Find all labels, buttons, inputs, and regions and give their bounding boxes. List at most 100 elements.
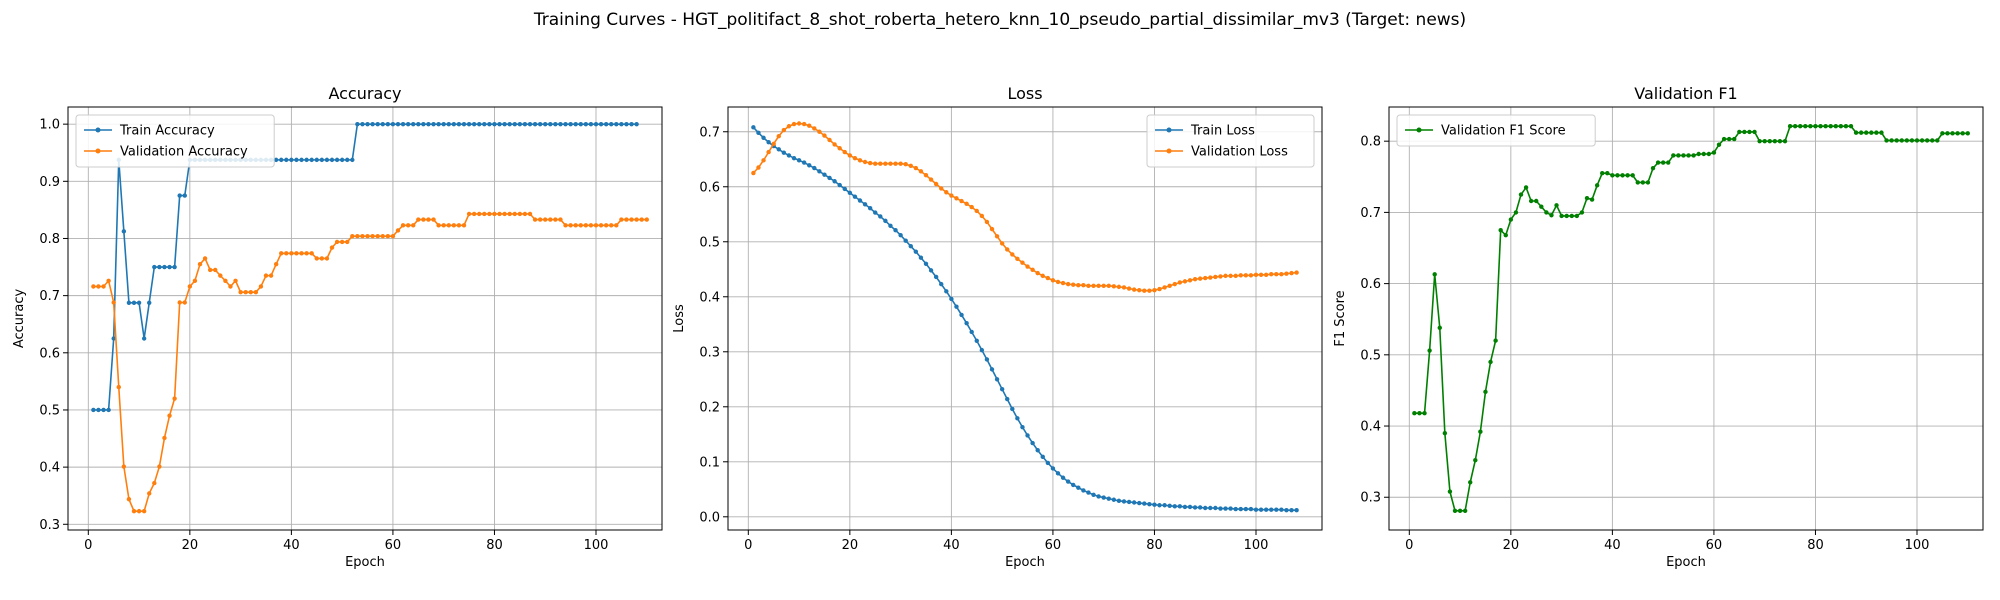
- data-point: [1203, 275, 1208, 281]
- data-point: [807, 123, 812, 128]
- data-point: [502, 121, 507, 127]
- data-point: [1955, 131, 1960, 136]
- data-point: [954, 304, 959, 309]
- data-point: [1040, 273, 1045, 279]
- legend-box: [75, 114, 275, 168]
- data-point: [477, 121, 482, 127]
- data-point: [152, 264, 157, 270]
- data-point: [273, 261, 279, 267]
- data-point: [553, 121, 558, 127]
- data-point: [1696, 151, 1701, 157]
- legend-box: [1146, 114, 1315, 168]
- data-point: [1111, 497, 1117, 502]
- data-point: [1060, 280, 1066, 286]
- data-point: [1116, 284, 1122, 290]
- data-point: [1762, 138, 1767, 144]
- data-point: [1060, 475, 1066, 480]
- data-point: [1050, 466, 1056, 471]
- data-point: [456, 223, 462, 228]
- data-point: [294, 251, 299, 256]
- data-point: [1263, 272, 1269, 277]
- data-point: [1447, 489, 1453, 494]
- data-point: [847, 190, 853, 196]
- data-point: [162, 264, 167, 270]
- data-point: [644, 217, 649, 222]
- data-point: [147, 491, 152, 496]
- data-point: [923, 173, 929, 178]
- data-point: [441, 223, 446, 228]
- data-point: [482, 211, 487, 217]
- data-point: [1228, 273, 1233, 279]
- series-line-1: [752, 126, 1297, 512]
- data-point: [532, 121, 538, 127]
- y-tick-label: 0.0: [699, 510, 720, 525]
- data-point: [192, 278, 198, 283]
- data-point: [339, 239, 345, 245]
- data-point: [857, 198, 863, 203]
- data-point: [289, 251, 294, 256]
- data-point: [167, 264, 172, 270]
- data-point: [405, 223, 411, 228]
- data-point: [1126, 286, 1132, 291]
- data-point: [522, 121, 528, 127]
- data-point: [365, 121, 370, 127]
- data-point: [578, 223, 583, 228]
- data-point: [989, 226, 995, 232]
- data-point: [598, 121, 604, 127]
- data-point: [1452, 508, 1458, 513]
- data-point: [923, 261, 929, 266]
- data-point: [395, 121, 401, 127]
- data-point: [979, 347, 985, 353]
- data-point: [1513, 210, 1519, 215]
- data-point: [1289, 270, 1294, 276]
- plot-frame: [1388, 106, 1984, 531]
- data-point: [329, 157, 335, 163]
- data-point: [537, 217, 543, 222]
- data-point: [1960, 131, 1965, 136]
- data-point: [944, 289, 949, 294]
- data-point: [751, 125, 756, 130]
- data-point: [111, 336, 116, 341]
- data-point: [1197, 505, 1203, 510]
- data-point: [1162, 503, 1167, 508]
- y-tick-label: 0.7: [39, 289, 60, 304]
- data-point: [959, 198, 964, 204]
- data-point: [131, 508, 137, 514]
- data-point: [1040, 454, 1045, 460]
- data-point: [1065, 479, 1071, 484]
- data-point: [1630, 173, 1635, 178]
- data-point: [624, 121, 629, 127]
- x-axis-label: Epoch: [1005, 555, 1045, 570]
- data-point: [451, 223, 457, 228]
- data-point: [1940, 131, 1945, 136]
- data-point: [253, 290, 259, 295]
- data-point: [141, 336, 147, 341]
- data-point: [1681, 153, 1686, 158]
- data-point: [411, 121, 416, 127]
- y-tick-label: 0.3: [699, 345, 720, 360]
- data-point: [329, 245, 335, 250]
- data-point: [1157, 286, 1162, 292]
- data-point: [1803, 124, 1808, 129]
- data-point: [1081, 283, 1086, 288]
- data-point: [1279, 272, 1284, 277]
- data-point: [400, 223, 406, 228]
- data-point: [543, 121, 548, 127]
- data-point: [1726, 136, 1732, 142]
- data-point: [248, 290, 253, 295]
- data-point: [781, 127, 787, 133]
- data-point: [548, 217, 553, 222]
- data-point: [177, 300, 182, 305]
- y-tick-label: 0.4: [39, 461, 60, 476]
- data-point: [497, 121, 502, 127]
- data-point: [1253, 507, 1259, 512]
- x-tick-label: 100: [1905, 538, 1930, 553]
- data-point: [1518, 192, 1524, 197]
- data-point: [299, 251, 304, 256]
- data-point: [1645, 180, 1651, 185]
- data-point: [1935, 138, 1940, 143]
- data-point: [334, 239, 340, 245]
- data-point: [862, 202, 868, 207]
- data-point: [355, 121, 360, 127]
- data-point: [487, 211, 492, 217]
